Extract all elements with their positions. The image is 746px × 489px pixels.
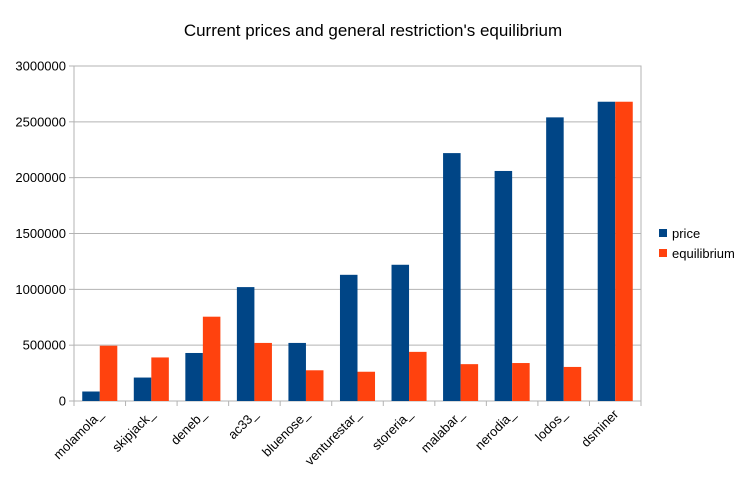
x-tick-label: molamola_	[50, 406, 106, 462]
bar-equilibrium-10	[615, 101, 633, 401]
bar-equilibrium-6	[409, 351, 427, 401]
x-tick-label: lodos_	[532, 406, 570, 444]
bar-price-6	[391, 264, 410, 401]
legend: price equilibrium	[659, 226, 735, 261]
bar-price-8	[494, 170, 513, 401]
bar-price-1	[133, 377, 152, 401]
y-tick-label: 2500000	[15, 114, 66, 129]
y-tick-label: 1500000	[15, 226, 66, 241]
x-tick-label: venturestar_	[302, 406, 364, 468]
bar-equilibrium-9	[563, 366, 582, 401]
x-tick-label: nerodia_	[472, 406, 519, 453]
bar-equilibrium-1	[151, 357, 169, 401]
x-tick-label: skipjack_	[109, 406, 158, 455]
x-tick-label: deneb_	[168, 406, 210, 448]
bars	[82, 101, 633, 401]
bar-equilibrium-2	[202, 316, 221, 401]
bar-equilibrium-4	[305, 370, 324, 401]
chart-title: Current prices and general restriction's…	[184, 21, 562, 40]
legend-swatch-equilibrium	[659, 249, 667, 257]
x-tick-label: ac33_	[225, 406, 261, 442]
x-tick-label: dsminer	[578, 406, 622, 450]
bar-price-3	[236, 287, 255, 401]
bar-price-9	[546, 117, 564, 401]
bar-equilibrium-8	[512, 363, 530, 401]
y-tick-label: 2000000	[15, 170, 66, 185]
y-tick-label: 500000	[23, 338, 66, 353]
bar-price-0	[82, 391, 100, 401]
bar-price-4	[288, 342, 306, 401]
bar-equilibrium-0	[99, 345, 118, 401]
bar-equilibrium-5	[357, 371, 376, 401]
y-tick-label: 3000000	[15, 59, 66, 74]
x-tick-label: storeria_	[369, 406, 416, 453]
bar-equilibrium-3	[254, 342, 272, 401]
bar-equilibrium-7	[460, 364, 479, 401]
bar-price-5	[339, 274, 358, 401]
bar-price-10	[597, 101, 616, 401]
y-tick-label: 0	[59, 394, 66, 409]
x-tick-label: malabar_	[418, 406, 467, 455]
legend-label-equilibrium: equilibrium	[672, 246, 735, 261]
x-tick-label: bluenose_	[259, 406, 313, 460]
bar-price-7	[443, 153, 461, 401]
legend-swatch-price	[659, 229, 667, 237]
y-tick-label: 1000000	[15, 282, 66, 297]
legend-label-price: price	[672, 226, 700, 241]
bar-price-2	[185, 352, 203, 401]
